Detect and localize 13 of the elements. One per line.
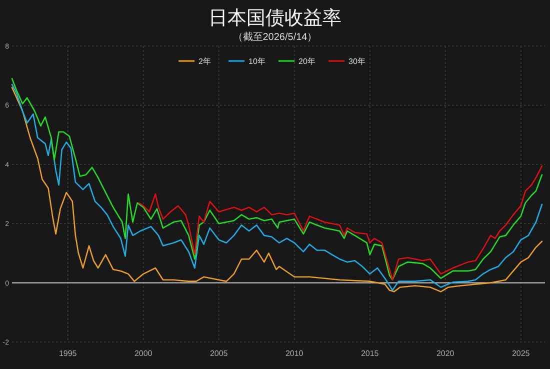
x-tick-label: 2010 [285,349,304,358]
chart-title: 日本国债收益率 [208,7,342,29]
x-tick-label: 2025 [512,349,530,358]
legend-label: 10年 [248,57,266,66]
x-tick-label: 2005 [210,349,228,358]
x-tick-label: 1995 [58,349,78,358]
legend-label: 30年 [348,57,366,66]
chart-subtitle: （截至2026/5/14） [232,31,318,43]
legend-label: 2年 [198,57,211,66]
x-tick-label: 2015 [360,349,380,358]
x-tick-label: 2020 [436,349,455,358]
x-tick-label: 2000 [134,349,153,358]
legend-label: 20年 [298,57,316,66]
